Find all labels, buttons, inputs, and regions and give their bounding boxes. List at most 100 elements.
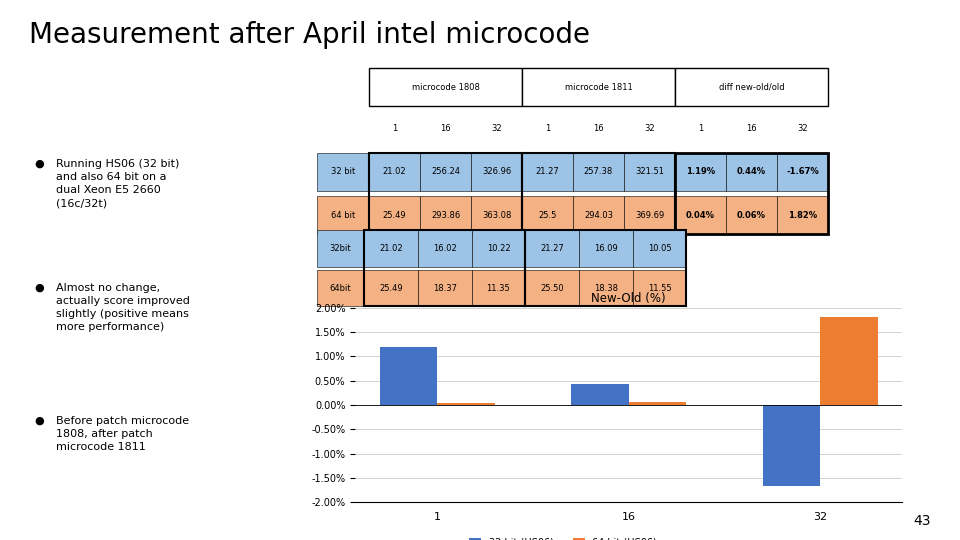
Bar — [369, 68, 522, 106]
Text: Measurement after April intel microcode: Measurement after April intel microcode — [29, 21, 589, 49]
Bar — [418, 230, 471, 267]
Bar — [579, 270, 633, 306]
Text: 21.02: 21.02 — [379, 244, 403, 253]
Text: 21.27: 21.27 — [536, 167, 560, 177]
Text: 21.27: 21.27 — [540, 244, 564, 253]
Bar — [471, 153, 522, 191]
Text: 1: 1 — [392, 124, 397, 133]
Bar — [573, 153, 624, 191]
Bar — [522, 153, 573, 191]
Text: 11.35: 11.35 — [487, 284, 511, 293]
Text: 21.02: 21.02 — [383, 167, 406, 177]
Bar — [579, 230, 633, 267]
Text: microcode 1808: microcode 1808 — [412, 83, 479, 92]
Bar — [420, 196, 471, 234]
Text: 16: 16 — [746, 124, 756, 133]
Bar — [675, 153, 828, 234]
Bar — [777, 153, 828, 191]
Text: 16.02: 16.02 — [433, 244, 457, 253]
Bar — [726, 196, 777, 234]
Bar — [317, 270, 364, 306]
Bar — [522, 68, 675, 106]
Bar — [571, 383, 629, 405]
Text: 64bit: 64bit — [329, 284, 351, 293]
Text: ●: ● — [35, 416, 44, 426]
Legend: 32 bit (HS06), 64 bit (HS06): 32 bit (HS06), 64 bit (HS06) — [466, 534, 661, 540]
Text: 1.19%: 1.19% — [686, 167, 715, 177]
Bar — [369, 153, 420, 191]
Text: 363.08: 363.08 — [482, 211, 511, 220]
Text: 16: 16 — [593, 124, 604, 133]
Text: 18.37: 18.37 — [433, 284, 457, 293]
Bar — [317, 153, 369, 191]
Text: 43: 43 — [913, 514, 930, 528]
Text: 32: 32 — [492, 124, 502, 133]
Bar — [364, 230, 525, 306]
Text: 16: 16 — [441, 124, 451, 133]
Text: 0.06%: 0.06% — [737, 211, 766, 220]
Bar — [369, 196, 420, 234]
Text: 25.5: 25.5 — [539, 211, 557, 220]
Bar — [369, 153, 522, 234]
Text: Running HS06 (32 bit)
and also 64 bit on a
dual Xeon E5 2660
(16c/32t): Running HS06 (32 bit) and also 64 bit on… — [56, 159, 180, 208]
Text: 32: 32 — [797, 124, 807, 133]
Bar — [525, 230, 686, 306]
Bar — [471, 230, 525, 267]
Text: 294.03: 294.03 — [584, 211, 613, 220]
Text: 32 bit: 32 bit — [331, 167, 355, 177]
Title: New-Old (%): New-Old (%) — [591, 292, 666, 305]
Text: -1.67%: -1.67% — [786, 167, 819, 177]
Bar — [317, 196, 369, 234]
Text: 16.09: 16.09 — [594, 244, 617, 253]
Text: 64 bit: 64 bit — [331, 211, 355, 220]
Text: Almost no change,
actually score improved
slightly (positive means
more performa: Almost no change, actually score improve… — [56, 283, 189, 332]
Text: 10.22: 10.22 — [487, 244, 511, 253]
Bar — [317, 230, 364, 267]
Text: 321.51: 321.51 — [635, 167, 664, 177]
Text: 10.05: 10.05 — [648, 244, 671, 253]
Text: 369.69: 369.69 — [635, 211, 664, 220]
Text: ●: ● — [35, 283, 44, 293]
Text: 11.55: 11.55 — [648, 284, 671, 293]
Text: 32: 32 — [644, 124, 655, 133]
Text: 25.50: 25.50 — [540, 284, 564, 293]
Bar — [418, 270, 471, 306]
Bar — [573, 196, 624, 234]
Text: 25.49: 25.49 — [383, 211, 406, 220]
Bar — [633, 270, 686, 306]
Bar — [525, 270, 579, 306]
Bar — [624, 153, 675, 191]
Bar — [763, 405, 820, 486]
Text: Before patch microcode
1808, after patch
microcode 1811: Before patch microcode 1808, after patch… — [56, 416, 189, 452]
Text: 257.38: 257.38 — [584, 167, 613, 177]
Text: 326.96: 326.96 — [482, 167, 511, 177]
Text: 0.04%: 0.04% — [686, 211, 715, 220]
Bar — [777, 196, 828, 234]
Text: 1: 1 — [545, 124, 550, 133]
Text: ●: ● — [35, 159, 44, 169]
Bar — [471, 270, 525, 306]
Bar — [380, 347, 438, 405]
Bar — [633, 230, 686, 267]
Bar — [438, 403, 494, 405]
Text: 18.38: 18.38 — [593, 284, 618, 293]
Bar — [726, 153, 777, 191]
Bar — [629, 402, 686, 405]
Text: 25.49: 25.49 — [379, 284, 403, 293]
Bar — [525, 230, 579, 267]
Text: microcode 1811: microcode 1811 — [564, 83, 633, 92]
Bar — [675, 153, 726, 191]
Text: 32bit: 32bit — [329, 244, 351, 253]
Text: 293.86: 293.86 — [431, 211, 460, 220]
Text: 1: 1 — [698, 124, 703, 133]
Bar — [522, 153, 675, 234]
Text: 1.82%: 1.82% — [788, 211, 817, 220]
Text: diff new-old/old: diff new-old/old — [719, 83, 784, 92]
Bar — [364, 230, 418, 267]
Bar — [471, 196, 522, 234]
Bar — [420, 153, 471, 191]
Bar — [820, 316, 877, 405]
Bar — [675, 196, 726, 234]
Text: 256.24: 256.24 — [431, 167, 460, 177]
Text: 0.44%: 0.44% — [737, 167, 766, 177]
